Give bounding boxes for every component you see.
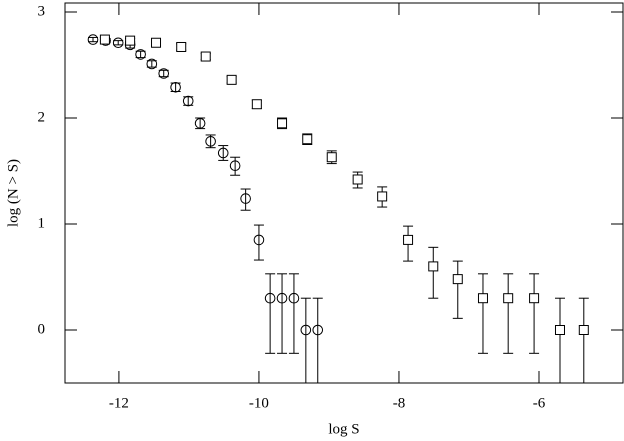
circle-point: [312, 324, 324, 336]
circle-point: [217, 147, 229, 159]
square-point: [554, 325, 565, 336]
square-point: [377, 191, 388, 202]
square-point: [452, 274, 463, 285]
y-tick-label: 2: [38, 109, 46, 125]
plot-frame: [64, 2, 624, 384]
square-point: [176, 41, 187, 52]
circle-point: [288, 292, 300, 304]
square-point: [503, 293, 514, 304]
square-point: [277, 118, 288, 129]
square-point: [125, 35, 136, 46]
square-point: [578, 325, 589, 336]
x-tick-label: -12: [109, 395, 129, 411]
circle-point: [264, 292, 276, 304]
circle-point: [276, 292, 288, 304]
square-point: [529, 293, 540, 304]
circle-point: [87, 34, 99, 45]
square-point: [200, 51, 211, 62]
square-point: [226, 74, 237, 85]
square-point: [352, 174, 363, 185]
y-tick-label: 3: [38, 3, 46, 19]
square-point: [428, 261, 439, 272]
circle-point: [205, 136, 216, 147]
circle-point: [170, 81, 181, 93]
square-point: [326, 152, 337, 163]
y-tick-label: 1: [38, 215, 46, 231]
circle-point: [240, 193, 251, 204]
y-tick-label: 0: [38, 321, 46, 337]
circle-point: [194, 118, 206, 129]
circle-point: [146, 58, 158, 70]
circle-point: [253, 234, 265, 246]
square-point: [251, 99, 262, 110]
circle-point: [229, 160, 241, 172]
square-point: [403, 234, 414, 245]
x-axis-label: log S: [328, 421, 359, 437]
circle-point: [182, 95, 194, 107]
square-point: [302, 134, 313, 145]
square-point: [477, 293, 488, 304]
circle-point: [135, 49, 146, 60]
circle-point: [300, 324, 312, 336]
x-tick-label: -6: [533, 395, 546, 411]
data-layer: [87, 34, 589, 383]
square-point: [99, 34, 110, 45]
x-tick-label: -10: [249, 395, 269, 411]
square-point: [151, 37, 162, 48]
circle-point: [112, 37, 124, 49]
x-tick-label: -8: [393, 395, 406, 411]
y-axis-label: log (N > S): [5, 159, 21, 227]
circle-point: [158, 68, 170, 79]
